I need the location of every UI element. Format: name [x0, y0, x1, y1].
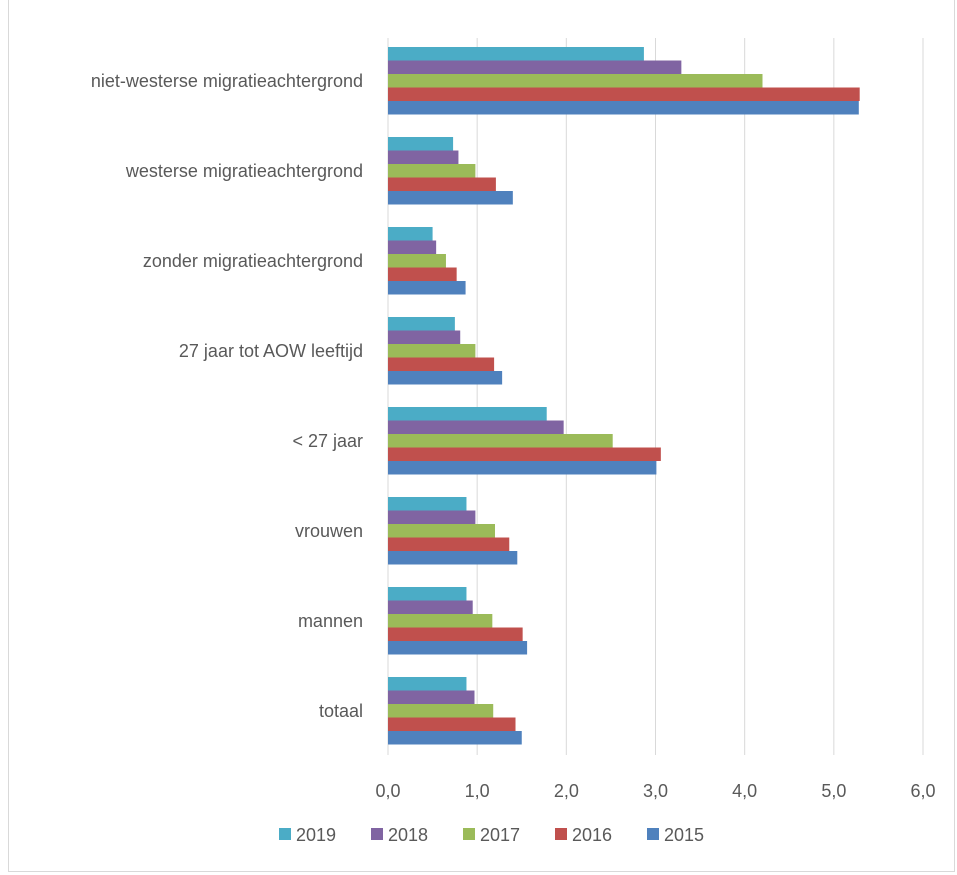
bar-2016 [388, 267, 457, 281]
x-tick-label: 5,0 [821, 781, 846, 801]
bar-2018 [388, 330, 461, 344]
bar-2017 [388, 704, 494, 718]
bar-2018 [388, 510, 476, 524]
category-label: westerse migratieachtergrond [125, 161, 363, 181]
x-tick-label: 1,0 [465, 781, 490, 801]
legend-label: 2017 [480, 825, 520, 845]
legend-label: 2016 [572, 825, 612, 845]
category-label: zonder migratieachtergrond [143, 251, 363, 271]
bar-2018 [388, 150, 459, 164]
bar-2018 [388, 60, 682, 74]
x-tick-label: 0,0 [375, 781, 400, 801]
bar-2016 [388, 87, 860, 101]
x-tick-label: 2,0 [554, 781, 579, 801]
bar-2019 [388, 317, 455, 331]
bar-2015 [388, 101, 859, 115]
bar-2015 [388, 371, 503, 385]
chart-frame [8, 0, 955, 872]
legend-swatch [647, 828, 659, 840]
category-label: totaal [319, 701, 363, 721]
legend-label: 2018 [388, 825, 428, 845]
legend-item-2018[interactable]: 2018 [371, 825, 428, 845]
bar-2016 [388, 537, 510, 551]
bar-2019 [388, 497, 467, 511]
bar-2016 [388, 717, 516, 731]
category-label: 27 jaar tot AOW leeftijd [179, 341, 363, 361]
bar-2019 [388, 587, 467, 601]
bar-2016 [388, 177, 496, 191]
bar-2019 [388, 227, 433, 241]
bar-2018 [388, 420, 564, 434]
bar-2015 [388, 731, 522, 745]
bar-2015 [388, 551, 518, 565]
bar-2016 [388, 447, 661, 461]
legend-item-2017[interactable]: 2017 [463, 825, 520, 845]
category-labels: niet-westerse migratieachtergrond westers… [91, 71, 363, 721]
bar-2017 [388, 164, 476, 178]
legend-swatch [279, 828, 291, 840]
legend-item-2016[interactable]: 2016 [555, 825, 612, 845]
bar-2017 [388, 434, 613, 448]
bar-2018 [388, 690, 475, 704]
bar-2015 [388, 641, 528, 655]
legend[interactable]: 2019 2018 2017 2016 2015 [279, 825, 704, 845]
legend-swatch [555, 828, 567, 840]
bar-2019 [388, 137, 454, 151]
category-label: niet-westerse migratieachtergrond [91, 71, 363, 91]
bar-2018 [388, 240, 437, 254]
bar-2017 [388, 344, 476, 358]
x-tick-labels: 0,0 1,0 2,0 3,0 4,0 5,0 6,0 [375, 781, 935, 801]
bar-2015 [388, 191, 513, 205]
x-tick-label: 6,0 [910, 781, 935, 801]
legend-item-2019[interactable]: 2019 [279, 825, 336, 845]
category-label: vrouwen [295, 521, 363, 541]
category-label: mannen [298, 611, 363, 631]
x-tick-label: 3,0 [643, 781, 668, 801]
bar-2017 [388, 74, 763, 88]
bar-2017 [388, 524, 495, 538]
bar-2016 [388, 627, 523, 641]
bar-2019 [388, 677, 467, 691]
legend-label: 2015 [664, 825, 704, 845]
x-tick-label: 4,0 [732, 781, 757, 801]
bar-2015 [388, 281, 466, 295]
legend-swatch [371, 828, 383, 840]
bar-2015 [388, 461, 657, 475]
legend-label: 2019 [296, 825, 336, 845]
bars [388, 47, 860, 745]
bar-2016 [388, 357, 495, 371]
bar-2019 [388, 407, 547, 421]
legend-swatch [463, 828, 475, 840]
bar-2017 [388, 254, 446, 268]
bar-2018 [388, 600, 473, 614]
category-label: < 27 jaar [292, 431, 363, 451]
bar-2017 [388, 614, 493, 628]
legend-item-2015[interactable]: 2015 [647, 825, 704, 845]
bar-2019 [388, 47, 644, 61]
